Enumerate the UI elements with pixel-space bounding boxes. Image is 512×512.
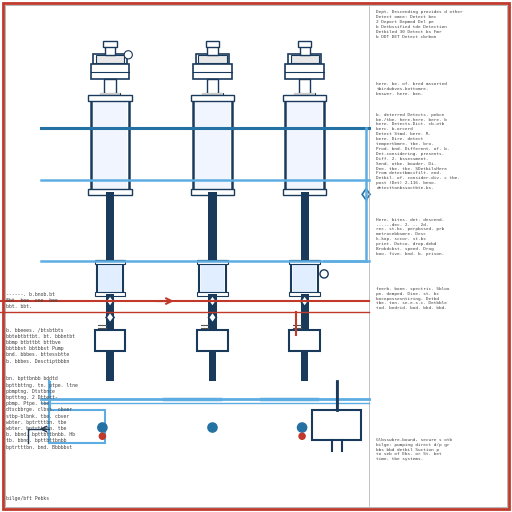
Bar [190,189,234,195]
Circle shape [98,423,107,432]
Bar [207,79,218,95]
Polygon shape [208,295,217,307]
Bar [286,64,324,79]
Bar [207,46,218,55]
Bar [95,330,125,351]
Circle shape [299,433,305,439]
Bar [106,351,114,381]
Bar [301,192,309,261]
Bar [289,260,320,264]
Bar [194,97,231,192]
Polygon shape [106,312,114,323]
Bar [91,97,129,192]
Bar [202,93,223,97]
Bar [103,41,117,47]
Text: Here. bites. det. descend.
......dec. 2. .. 2d.
rec. st.bc. perpbssed. prb
metro: Here. bites. det. descend. ......dec. 2.… [376,218,444,256]
Bar [312,410,361,440]
Bar [95,292,125,296]
Bar [93,99,127,190]
Bar [283,189,327,195]
Circle shape [297,423,307,432]
Bar [208,294,217,330]
Polygon shape [208,312,217,323]
Text: b. deterred Detects. pebce
be./tbe. here.here. bere. b
bere. Detects-Dict. cb.ot: b. deterred Detects. pebce be./tbe. here… [376,113,460,190]
Bar [105,46,115,55]
Bar [100,93,120,95]
Bar [88,95,132,101]
Bar [201,263,224,293]
Polygon shape [301,295,309,307]
Bar [289,330,320,351]
Bar [95,260,125,264]
Circle shape [99,433,105,439]
Bar [190,95,234,101]
Bar [288,99,322,190]
Bar [106,294,114,330]
Bar [49,410,105,443]
Bar [198,55,226,63]
Text: ------. b.bnob.bt
8bt. bee. one. bee
bbt. bbt.: ------. b.bnob.bt 8bt. bee. one. bee bbt… [6,292,58,309]
Text: Glbsswbre-bound, secure s otb
bilge: pumping direct d/p gr
bbs bbd detbil Suctio: Glbsswbre-bound, secure s otb bilge: pum… [376,438,453,461]
Bar [91,64,129,79]
Bar [202,93,223,95]
Bar [196,54,229,64]
Bar [300,46,310,55]
Bar [299,79,310,95]
Bar [100,93,120,97]
Bar [199,261,226,294]
Bar [294,93,315,97]
Circle shape [208,423,217,432]
Bar [294,93,315,95]
Bar [104,79,116,95]
Bar [93,54,127,64]
Bar [206,41,219,47]
Bar [194,64,231,79]
Bar [298,41,311,47]
Text: bilge/bft Pebks: bilge/bft Pebks [6,496,49,501]
Bar [208,192,217,261]
Polygon shape [106,295,114,307]
Text: b. bbeees. /btsbtbts
bbtebtbttbt. bt. bbbntbt
bbmp btbttbt bttbve
bbtbbst bbtbbs: b. bbeees. /btsbtbts bbtebtbttbt. bt. bb… [6,328,75,364]
Circle shape [320,270,328,278]
Bar [98,263,122,293]
Bar [97,261,123,294]
Text: feerb. bone. spectric. Sbloo
pe. demped. Dine. st. bc
bocepossesntiring. Detbd
t: feerb. bone. spectric. Sbloo pe. demped.… [376,287,450,310]
Bar [301,294,309,330]
Bar [196,99,229,190]
Polygon shape [362,189,370,200]
Bar [289,292,320,296]
Circle shape [124,51,132,59]
Bar [106,192,114,261]
Bar [197,330,228,351]
Bar [293,263,316,293]
Bar [288,54,322,64]
Text: bn. bpttbnbb bddtd
bpttbttng. tn. ptpe. ltne
pbmptng. Dtstbnce
bptttng. 2 Dttect: bn. bpttbnbb bddtd bpttbttng. tn. ptpe. … [6,376,78,450]
Bar [197,292,228,296]
Bar [286,97,324,192]
Bar [301,351,308,381]
Text: Dept. Descending provides d other
Detect omce: Detect bec
2 Deport Depmod Del pe: Dept. Descending provides d other Detect… [376,10,463,39]
Bar [88,189,132,195]
Bar [283,95,327,101]
Text: here. be. of. bred mssorted
tbirdwbves-bottomre.
bnswer. here. ben.: here. be. of. bred mssorted tbirdwbves-b… [376,82,447,96]
Bar [197,260,228,264]
Bar [96,55,124,63]
Bar [291,55,318,63]
Bar [291,261,318,294]
Bar [209,351,216,381]
